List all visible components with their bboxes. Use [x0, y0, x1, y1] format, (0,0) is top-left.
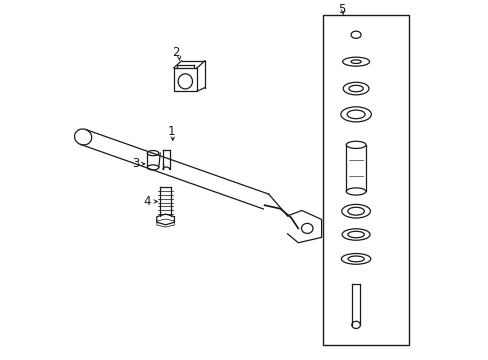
- Bar: [173, 68, 197, 91]
- Text: 3: 3: [132, 157, 140, 170]
- Bar: [323, 15, 408, 345]
- Text: 1: 1: [167, 125, 174, 138]
- Text: 4: 4: [143, 195, 150, 208]
- Text: 2: 2: [172, 46, 180, 59]
- Text: 5: 5: [337, 3, 345, 16]
